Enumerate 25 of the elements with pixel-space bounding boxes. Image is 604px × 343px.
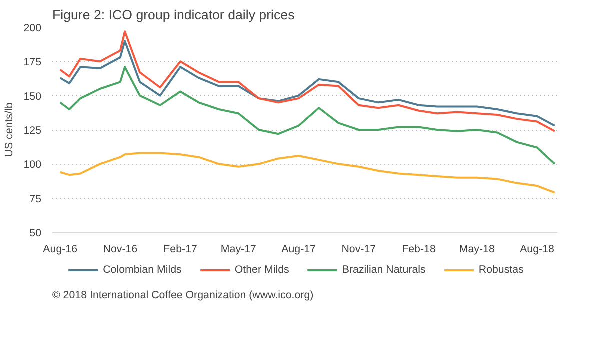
y-tick-label: 50: [30, 228, 42, 240]
y-tick-label: 125: [24, 125, 42, 137]
y-axis-title: US cents/lb: [4, 102, 16, 158]
x-tick-label: May-18: [459, 244, 495, 256]
x-tick-label: Feb-17: [164, 244, 198, 256]
legend-label: Brazilian Naturals: [342, 264, 426, 276]
legend-label: Robustas: [478, 264, 524, 276]
x-tick-label: Feb-18: [402, 244, 436, 256]
x-tick-label: Nov-16: [103, 244, 138, 256]
text: © 2018 International Coffee Organization (www.ico.org): [52, 290, 314, 302]
x-tick-label: Aug-16: [43, 244, 78, 256]
legend-label: Colombian Milds: [103, 264, 182, 276]
line-series: [59, 66, 556, 166]
line-series: [59, 152, 556, 194]
y-tick-label: 100: [24, 159, 42, 172]
y-tick-label: 175: [24, 56, 42, 69]
legend-label: Other Milds: [234, 264, 290, 276]
x-tick-label: May-17: [220, 244, 257, 256]
x-tick-label: Nov-17: [342, 244, 376, 256]
chart-title: Figure 2: ICO group indicator daily prices: [52, 8, 296, 22]
y-tick-label: 75: [30, 193, 42, 206]
y-tick-label: 200: [24, 22, 42, 34]
x-tick-label: Aug-18: [520, 244, 554, 256]
y-tick-label: 150: [24, 90, 42, 103]
x-tick-label: Aug-17: [282, 244, 316, 256]
